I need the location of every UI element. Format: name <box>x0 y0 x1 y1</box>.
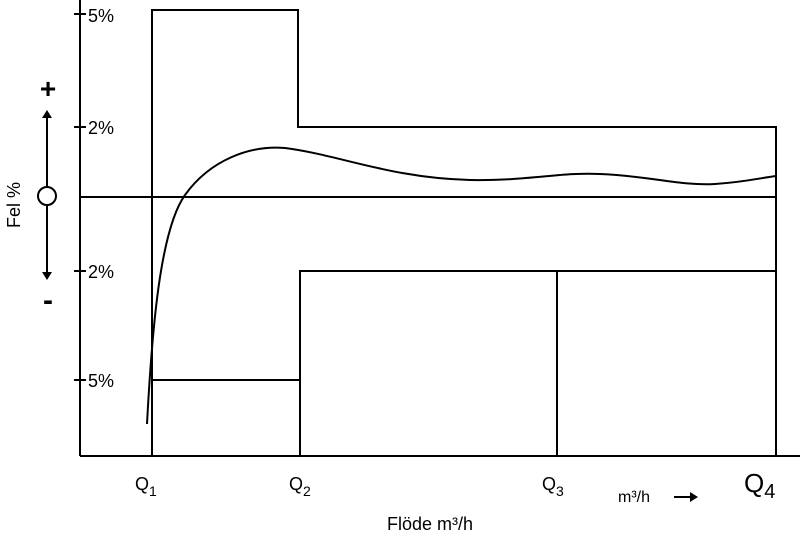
unit-label: m³/h <box>618 489 650 506</box>
zero-circle <box>37 186 57 206</box>
error-curve <box>146 146 777 425</box>
flow-label: Q4 <box>744 468 775 503</box>
minus-sign: - <box>43 284 53 317</box>
y-ticks <box>74 13 86 381</box>
flow-label: Q3 <box>542 474 564 499</box>
y-axis-label: Fel % <box>4 182 24 228</box>
plus-sign: + <box>40 73 56 104</box>
x-axis-label: Flöde m³/h <box>387 514 473 534</box>
y-tick-label: 5% <box>88 371 114 391</box>
upper-limit <box>151 9 777 456</box>
flow-label: Q1 <box>135 474 157 499</box>
y-tick-label: 2% <box>88 262 114 282</box>
y-tick-label: 2% <box>88 118 114 138</box>
y-tick-label: 5% <box>88 6 114 26</box>
lower-limit <box>152 270 776 456</box>
flow-label: Q2 <box>289 474 311 499</box>
